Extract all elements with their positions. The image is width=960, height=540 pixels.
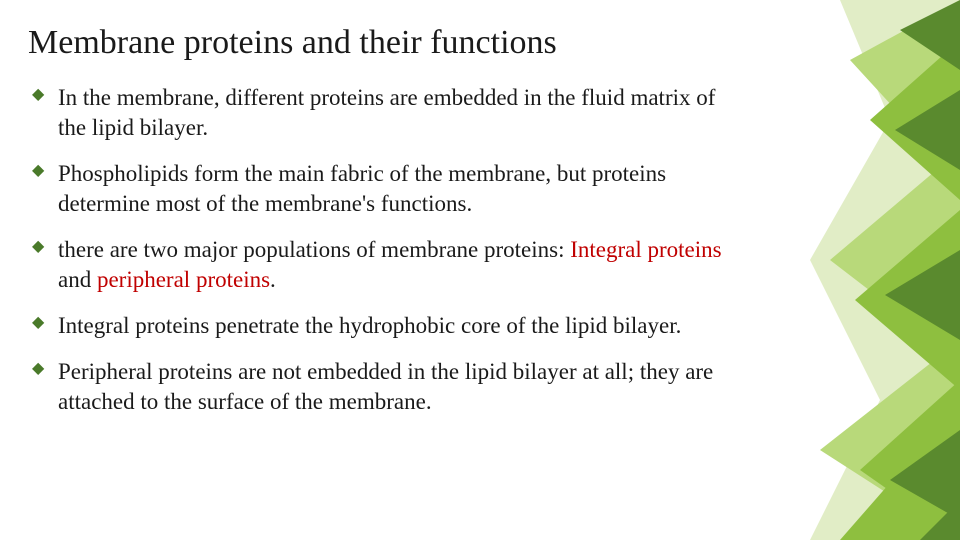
slide-title: Membrane proteins and their functions (28, 24, 920, 61)
bullet-text: Phospholipids form the main fabric of th… (58, 161, 666, 216)
bullet-text: and (58, 267, 97, 292)
list-item: Phospholipids form the main fabric of th… (28, 159, 748, 219)
bullet-text: Integral proteins penetrate the hydropho… (58, 313, 681, 338)
bullet-text: In the membrane, different proteins are … (58, 85, 715, 140)
list-item: Peripheral proteins are not embedded in … (28, 357, 748, 417)
bullet-text: Peripheral proteins are not embedded in … (58, 359, 713, 414)
bullet-text: . (270, 267, 276, 292)
list-item: there are two major populations of membr… (28, 235, 748, 295)
highlight-text: Integral proteins (570, 237, 721, 262)
list-item: In the membrane, different proteins are … (28, 83, 748, 143)
bullet-list: In the membrane, different proteins are … (28, 83, 748, 416)
list-item: Integral proteins penetrate the hydropho… (28, 311, 748, 341)
highlight-text: peripheral proteins (97, 267, 270, 292)
bullet-text: there are two major populations of membr… (58, 237, 570, 262)
slide: Membrane proteins and their functions In… (0, 0, 960, 540)
